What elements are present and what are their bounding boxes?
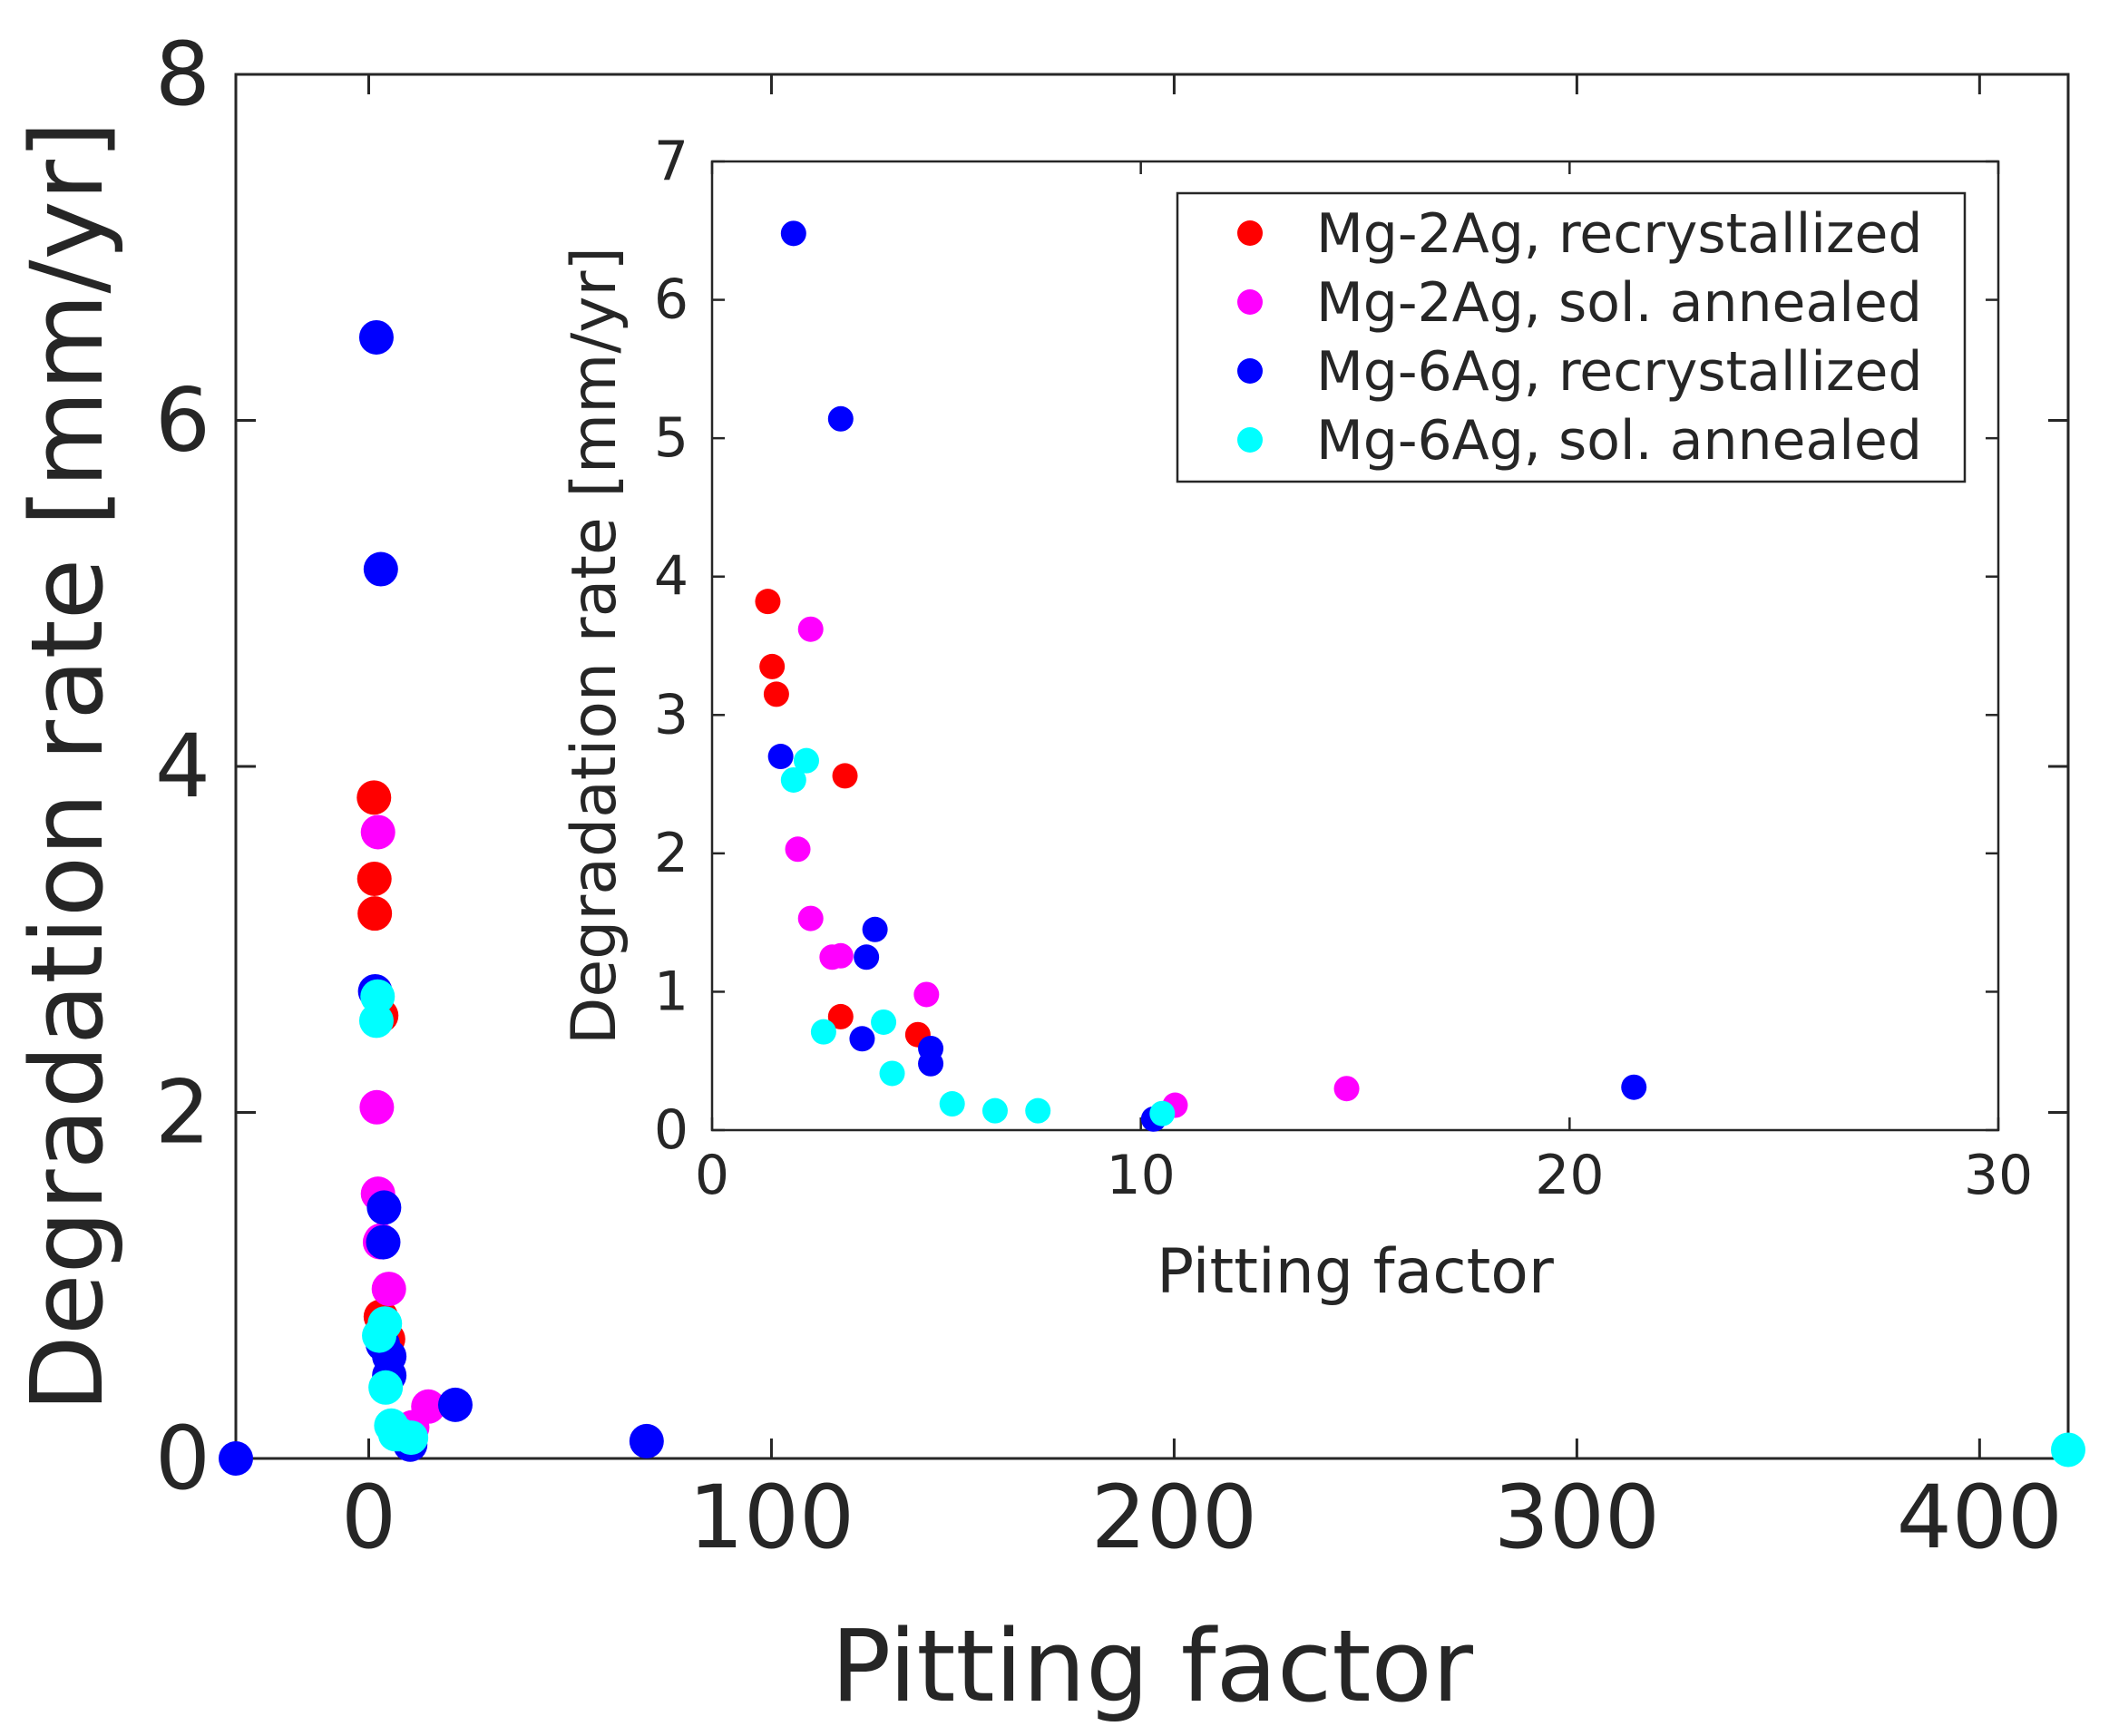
legend: Mg-2Ag, recrystallized Mg-2Ag, sol. anne… [1176, 191, 1967, 483]
inset-ticks: 0 10 20 30 0 1 2 3 4 5 6 7 [654, 130, 2033, 1207]
inset-point-mg-2ag-sol-annealed [785, 836, 811, 863]
inset-x-tick-label: 30 [1964, 1144, 2033, 1207]
inset-point-mg-6ag-recrystallized [862, 916, 888, 942]
main-point-mg-2ag-sol-annealed [359, 1089, 395, 1125]
main-point-mg-6ag-recrystallized [437, 1387, 473, 1422]
inset-point-mg-6ag-recrystallized [780, 220, 806, 247]
legend-box [1176, 191, 1967, 483]
main-point-mg-6ag-sol-annealed [2051, 1432, 2085, 1468]
inset-point-mg-2ag-recrystallized [832, 763, 858, 789]
main-point-mg-6ag-recrystallized [358, 319, 394, 355]
inset-point-mg-6ag-recrystallized [854, 944, 880, 970]
main-x-tick-label: 100 [688, 1467, 854, 1568]
main-point-mg-6ag-recrystallized [219, 1441, 253, 1476]
inset-point-mg-6ag-sol-annealed [1025, 1097, 1051, 1124]
inset-point-mg-6ag-sol-annealed [981, 1097, 1008, 1124]
inset-point-mg-6ag-sol-annealed [780, 766, 806, 793]
inset-point-mg-2ag-sol-annealed [797, 905, 824, 931]
inset-point-mg-6ag-sol-annealed [1149, 1100, 1176, 1126]
main-points [219, 319, 2085, 1476]
inset-y-tick-label: 2 [654, 822, 688, 885]
main-point-mg-2ag-recrystallized [356, 861, 392, 896]
inset-x-tick-label: 20 [1535, 1144, 1604, 1207]
main-point-mg-2ag-sol-annealed [411, 1389, 446, 1424]
inset-point-mg-2ag-sol-annealed [827, 942, 854, 969]
inset-point-mg-2ag-recrystallized [759, 653, 786, 679]
inset-y-tick-label: 4 [654, 545, 688, 609]
main-y-tick-label: 6 [155, 370, 210, 472]
main-point-mg-6ag-recrystallized [366, 1190, 402, 1225]
legend-marker-mg6ag-recrystallized [1237, 358, 1263, 384]
main-point-mg-6ag-sol-annealed [362, 1318, 397, 1353]
main-y-tick-label: 0 [155, 1408, 210, 1509]
main-point-mg-6ag-recrystallized [363, 551, 398, 587]
inset-point-mg-6ag-sol-annealed [810, 1019, 836, 1045]
inset-point-mg-6ag-recrystallized [849, 1026, 875, 1052]
inset-point-mg-2ag-sol-annealed [797, 616, 824, 642]
main-point-mg-6ag-sol-annealed [358, 1003, 394, 1039]
main-x-axis-label: Pitting factor [831, 1608, 1474, 1724]
inset-point-mg-6ag-sol-annealed [793, 747, 819, 774]
inset-point-mg-2ag-recrystallized [827, 1003, 854, 1029]
main-x-tick-label: 0 [341, 1467, 396, 1568]
main-x-tick-label: 200 [1091, 1467, 1257, 1568]
legend-label-mg6ag-recrystallized: Mg-6Ag, recrystallized [1316, 340, 1922, 404]
main-point-mg-6ag-sol-annealed [394, 1420, 429, 1456]
inset-y-tick-label: 0 [654, 1098, 688, 1162]
main-point-mg-2ag-recrystallized [357, 896, 393, 931]
legend-label-mg2ag-sol-annealed: Mg-2Ag, sol. annealed [1316, 271, 1922, 335]
legend-marker-mg2ag-sol-annealed [1237, 289, 1263, 315]
main-point-mg-6ag-sol-annealed [368, 1370, 404, 1405]
legend-label-mg2ag-recrystallized: Mg-2Ag, recrystallized [1316, 202, 1922, 266]
inset-points [755, 220, 1647, 1132]
legend-label-mg6ag-sol-annealed: Mg-6Ag, sol. annealed [1316, 409, 1922, 473]
inset-y-tick-label: 6 [654, 268, 688, 332]
inset-point-mg-6ag-recrystallized [918, 1050, 944, 1077]
main-point-mg-6ag-recrystallized [366, 1224, 401, 1260]
inset-point-mg-2ag-recrystallized [755, 589, 781, 615]
inset-y-axis-label: Degradation rate [mm/yr] [559, 247, 630, 1045]
inset-point-mg-2ag-sol-annealed [1333, 1076, 1360, 1102]
inset-y-tick-label: 3 [654, 683, 688, 746]
inset-point-mg-2ag-sol-annealed [913, 981, 940, 1008]
main-x-tick-label: 400 [1897, 1467, 2063, 1568]
main-point-mg-2ag-sol-annealed [371, 1272, 406, 1307]
main-point-mg-6ag-sol-annealed [360, 979, 395, 1014]
main-point-mg-6ag-recrystallized [629, 1423, 664, 1458]
inset-point-mg-6ag-sol-annealed [871, 1009, 897, 1035]
inset-y-tick-label: 1 [654, 960, 688, 1023]
main-y-tick-label: 4 [155, 716, 210, 817]
legend-marker-mg6ag-sol-annealed [1237, 427, 1263, 453]
inset-x-axis-label: Pitting factor [1157, 1236, 1554, 1308]
inset-point-mg-6ag-recrystallized [1621, 1074, 1647, 1100]
legend-marker-mg2ag-recrystallized [1237, 220, 1263, 246]
inset-x-tick-label: 0 [695, 1144, 729, 1207]
main-y-axis-label: Degradation rate [mm/yr] [9, 121, 125, 1412]
inset-point-mg-6ag-sol-annealed [939, 1091, 965, 1117]
inset-point-mg-6ag-sol-annealed [879, 1060, 905, 1087]
main-y-tick-label: 2 [155, 1062, 210, 1164]
inset-point-mg-6ag-recrystallized [767, 744, 794, 770]
inset-x-tick-label: 10 [1106, 1144, 1175, 1207]
main-y-tick-label: 8 [155, 24, 210, 125]
inset-y-tick-label: 7 [654, 130, 688, 193]
inset-point-mg-2ag-recrystallized [763, 681, 789, 707]
inset-y-tick-label: 5 [654, 406, 688, 470]
main-x-tick-label: 300 [1494, 1467, 1660, 1568]
inset-plot: 0 10 20 30 0 1 2 3 4 5 6 7 Pitting factor Degradati… [559, 130, 2033, 1308]
inset-point-mg-6ag-recrystallized [827, 405, 854, 432]
main-point-mg-2ag-sol-annealed [360, 814, 395, 850]
main-point-mg-2ag-recrystallized [356, 780, 392, 815]
